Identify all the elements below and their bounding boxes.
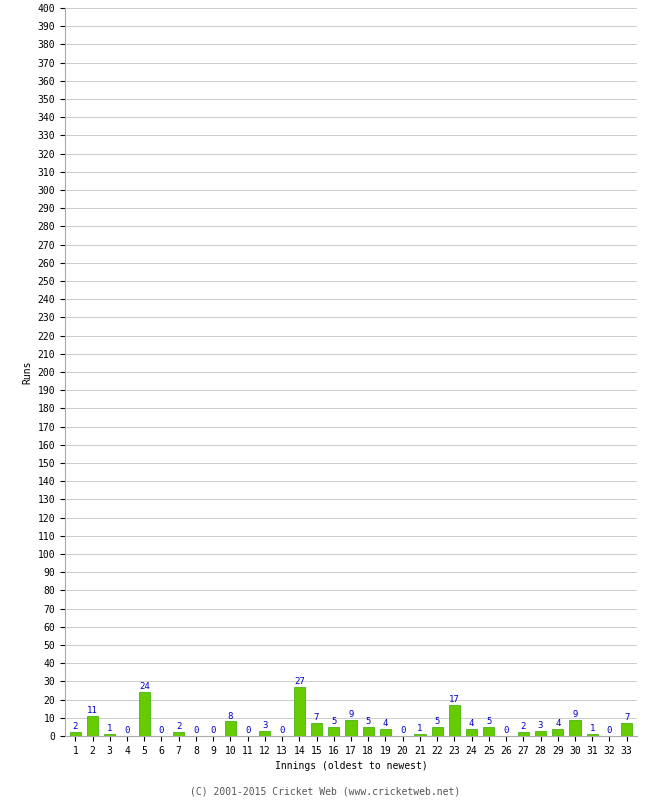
Text: 8: 8	[227, 711, 233, 721]
Text: 0: 0	[245, 726, 250, 735]
Text: 0: 0	[193, 726, 199, 735]
Bar	[432, 727, 443, 736]
Bar	[70, 732, 81, 736]
Text: 7: 7	[624, 714, 629, 722]
X-axis label: Innings (oldest to newest): Innings (oldest to newest)	[274, 762, 428, 771]
Text: 0: 0	[280, 726, 285, 735]
Bar	[517, 732, 529, 736]
Bar	[311, 723, 322, 736]
Bar	[380, 729, 391, 736]
Bar	[552, 729, 564, 736]
Text: 0: 0	[503, 726, 509, 735]
Text: 24: 24	[139, 682, 150, 691]
Text: 0: 0	[159, 726, 164, 735]
Text: 1: 1	[590, 724, 595, 734]
Bar	[138, 692, 150, 736]
Y-axis label: Runs: Runs	[22, 360, 32, 384]
Text: (C) 2001-2015 Cricket Web (www.cricketweb.net): (C) 2001-2015 Cricket Web (www.cricketwe…	[190, 786, 460, 796]
Bar	[414, 734, 426, 736]
Text: 27: 27	[294, 677, 305, 686]
Bar	[483, 727, 495, 736]
Bar	[535, 730, 546, 736]
Bar	[363, 727, 374, 736]
Text: 11: 11	[87, 706, 98, 715]
Text: 2: 2	[73, 722, 78, 731]
Text: 4: 4	[555, 719, 560, 728]
Bar	[225, 722, 236, 736]
Text: 2: 2	[176, 722, 181, 731]
Bar	[621, 723, 632, 736]
Text: 9: 9	[572, 710, 578, 718]
Text: 0: 0	[606, 726, 612, 735]
Text: 5: 5	[486, 717, 491, 726]
Bar	[104, 734, 116, 736]
Bar	[466, 729, 477, 736]
Text: 5: 5	[434, 717, 440, 726]
Text: 4: 4	[469, 719, 474, 728]
Text: 1: 1	[107, 724, 112, 734]
Bar	[448, 705, 460, 736]
Bar	[345, 720, 357, 736]
Bar	[328, 727, 339, 736]
Bar	[294, 687, 305, 736]
Text: 7: 7	[314, 714, 319, 722]
Bar	[259, 730, 270, 736]
Text: 0: 0	[400, 726, 406, 735]
Text: 2: 2	[521, 722, 526, 731]
Text: 0: 0	[124, 726, 130, 735]
Text: 0: 0	[211, 726, 216, 735]
Text: 9: 9	[348, 710, 354, 718]
Text: 1: 1	[417, 724, 422, 734]
Bar	[586, 734, 598, 736]
Text: 17: 17	[449, 695, 460, 704]
Text: 3: 3	[538, 721, 543, 730]
Bar	[87, 716, 98, 736]
Text: 3: 3	[262, 721, 268, 730]
Text: 4: 4	[383, 719, 388, 728]
Text: 5: 5	[365, 717, 371, 726]
Bar	[569, 720, 580, 736]
Bar	[173, 732, 185, 736]
Text: 5: 5	[331, 717, 337, 726]
